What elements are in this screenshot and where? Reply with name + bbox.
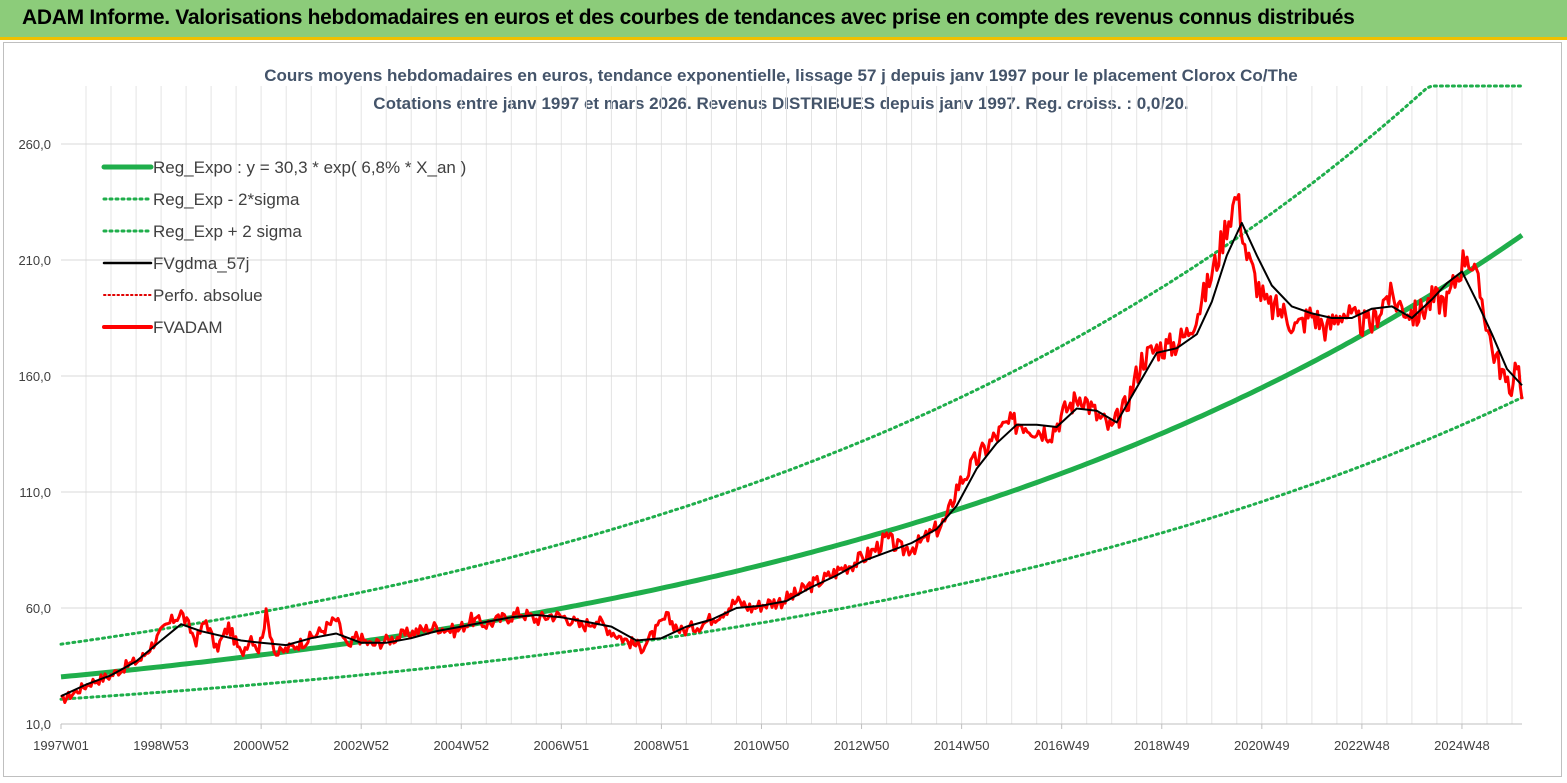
legend-label: FVADAM: [153, 318, 223, 337]
x-tick-label: 1997W01: [33, 738, 89, 753]
x-tick-label: 2018W49: [1134, 738, 1190, 753]
x-tick-label: 2016W49: [1034, 738, 1090, 753]
x-tick-label: 2020W49: [1234, 738, 1290, 753]
x-tick-label: 2004W52: [433, 738, 489, 753]
chart-title-line-2: Cotations entre janv 1997 et mars 2026. …: [373, 94, 1188, 113]
header-banner: ADAM Informe. Valorisations hebdomadaire…: [0, 0, 1567, 40]
legend-label: Reg_Exp - 2*sigma: [153, 190, 300, 209]
y-tick-label: 110,0: [19, 485, 51, 500]
x-tick-label: 2000W52: [233, 738, 289, 753]
x-tick-label: 2022W48: [1334, 738, 1390, 753]
fvadam-line: [60, 193, 1524, 704]
x-tick-label: 2002W52: [333, 738, 389, 753]
y-tick-label: 60,0: [26, 601, 51, 616]
y-tick-label: 10,0: [26, 717, 51, 732]
reg-expo-line: [60, 233, 1524, 680]
x-tick-label: 2024W48: [1434, 738, 1490, 753]
reg-upper-2sigma-line: [59, 84, 1524, 646]
legend-label: Reg_Exp + 2 sigma: [153, 222, 302, 241]
chart-svg: Cours moyens hebdomadaires en euros, ten…: [18, 66, 1524, 753]
x-tick-label: 2006W51: [534, 738, 590, 753]
fvgdma-line: [60, 221, 1523, 698]
legend-label: FVgdma_57j: [153, 254, 249, 273]
y-tick-label: 260,0: [18, 137, 51, 152]
reg-lower-2sigma-line: [59, 396, 1524, 701]
chart-title-line-1: Cours moyens hebdomadaires en euros, ten…: [264, 66, 1298, 85]
legend-label: Reg_Expo : y = 30,3 * exp( 6,8% * X_an ): [153, 158, 466, 177]
x-tick-label: 2008W51: [634, 738, 690, 753]
y-tick-label: 210,0: [18, 253, 51, 268]
chart-frame: Cours moyens hebdomadaires en euros, ten…: [3, 42, 1562, 777]
x-tick-label: 2014W50: [934, 738, 990, 753]
x-tick-label: 2010W50: [734, 738, 790, 753]
x-tick-label: 2012W50: [834, 738, 890, 753]
legend-label: Perfo. absolue: [153, 286, 263, 305]
x-tick-label: 1998W53: [133, 738, 189, 753]
report-title: ADAM Informe. Valorisations hebdomadaire…: [22, 6, 1355, 29]
y-tick-label: 160,0: [18, 369, 51, 384]
